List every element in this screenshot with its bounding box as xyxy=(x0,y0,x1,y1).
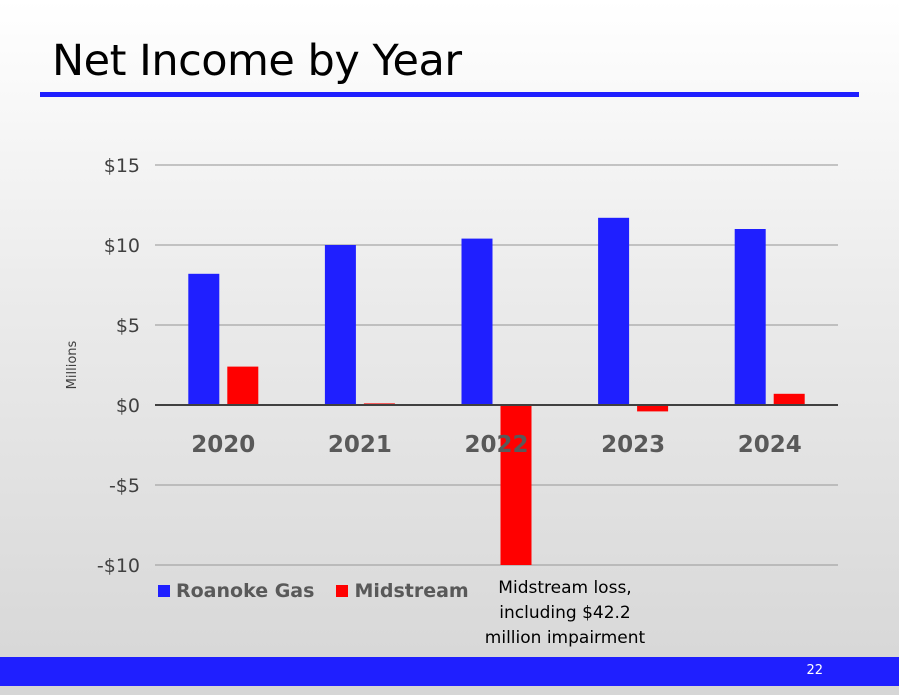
x-tick-label: 2021 xyxy=(328,432,392,458)
annotation: Midstream loss, including $42.2 million … xyxy=(460,576,670,651)
bar-midstream-2024 xyxy=(773,393,805,405)
bar-chart: $15 $10 $5 $0 -$5 -$10 Millions 2020 2021 2022 202… xyxy=(65,155,838,577)
y-tick-label: -$10 xyxy=(97,555,140,577)
bar-roanoke-2024 xyxy=(734,229,766,405)
bar-roanoke-2020 xyxy=(188,273,220,405)
x-tick-label: 2022 xyxy=(464,432,528,458)
y-tick-label: -$5 xyxy=(109,475,140,497)
legend: Roanoke Gas Midstream xyxy=(158,580,469,602)
y-tick-label: $5 xyxy=(116,315,140,337)
footer-bar: 22 xyxy=(0,657,899,686)
slide-title: Net Income by Year xyxy=(52,36,462,86)
y-tick-label: $15 xyxy=(104,155,140,177)
x-tick-label: 2023 xyxy=(601,432,665,458)
x-tick-label: 2020 xyxy=(191,432,255,458)
legend-item-roanoke: Roanoke Gas xyxy=(158,580,314,602)
legend-label-roanoke: Roanoke Gas xyxy=(176,580,315,602)
title-underline xyxy=(40,92,859,97)
bar-roanoke-2023 xyxy=(598,217,630,405)
annotation-line: Midstream loss, xyxy=(498,578,632,598)
annotation-line: including $42.2 xyxy=(499,603,631,623)
legend-label-midstream: Midstream xyxy=(354,580,469,602)
page-number: 22 xyxy=(806,663,823,678)
y-axis-label: Millions xyxy=(65,340,80,389)
x-tick-label: 2024 xyxy=(738,432,802,458)
bar-midstream-2022 xyxy=(500,405,532,565)
bar-midstream-2020 xyxy=(227,366,259,405)
legend-swatch-roanoke xyxy=(158,585,170,597)
bar-midstream-2023 xyxy=(637,405,669,412)
legend-item-midstream: Midstream xyxy=(336,580,469,602)
bar-roanoke-2022 xyxy=(461,238,493,405)
y-tick-label: $10 xyxy=(104,235,140,257)
legend-swatch-midstream xyxy=(336,585,349,597)
bar-roanoke-2021 xyxy=(324,245,356,405)
y-tick-label: $0 xyxy=(116,395,140,417)
annotation-line: million impairment xyxy=(484,628,646,648)
